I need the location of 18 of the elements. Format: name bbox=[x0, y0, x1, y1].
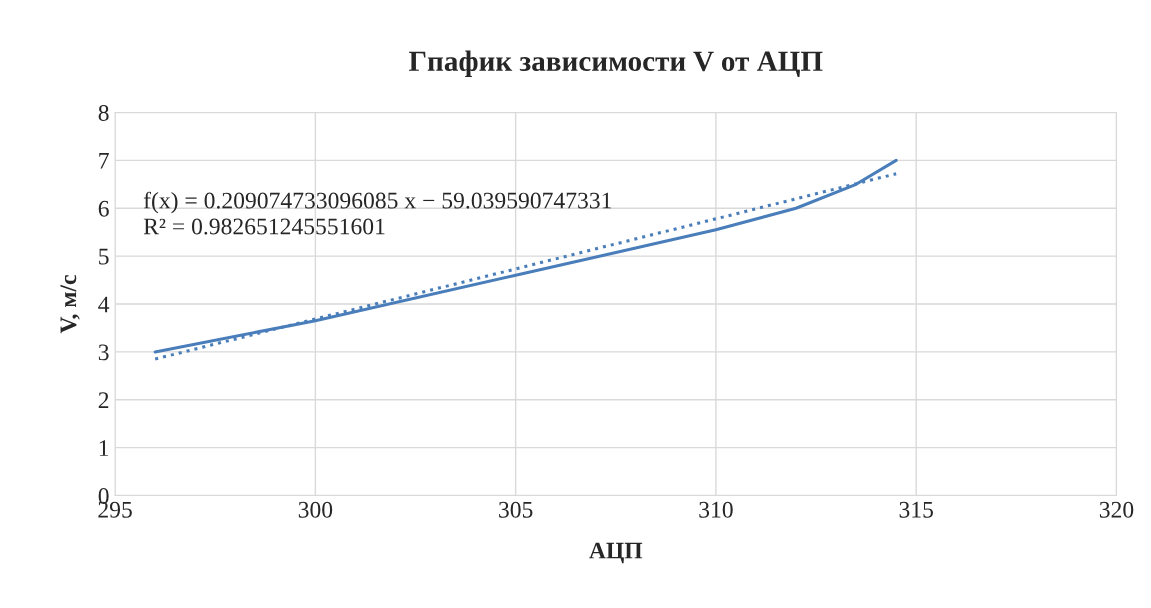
y-tick-label: 5 bbox=[99, 248, 109, 265]
y-tick-label: 4 bbox=[98, 296, 110, 313]
x-tick-label: 310 bbox=[699, 501, 733, 518]
x-tick-label: 305 bbox=[499, 501, 533, 518]
annotation: f(x) = 0.209074733096085 x − 59.039590747331 bbox=[143, 191, 612, 214]
y-tick-label: 8 bbox=[98, 104, 109, 121]
y-axis-title: V, м/с bbox=[60, 275, 80, 334]
annotation: R² = 0.982651245551601 bbox=[143, 218, 385, 235]
y-tick-label: 2 bbox=[98, 392, 109, 408]
x-tick-label: 315 bbox=[899, 501, 933, 518]
y-tick-label: 3 bbox=[98, 344, 109, 361]
y-tick-label: 1 bbox=[99, 440, 109, 456]
y-tick-label: 6 bbox=[98, 200, 109, 217]
chart-title: Гпафик зависимости V от АЦП bbox=[408, 50, 823, 78]
x-tick-label: 300 bbox=[298, 501, 333, 518]
y-tick-label: 7 bbox=[99, 153, 109, 169]
x-tick-label: 320 bbox=[1099, 501, 1134, 518]
x-axis-title: АЦП bbox=[589, 542, 643, 564]
